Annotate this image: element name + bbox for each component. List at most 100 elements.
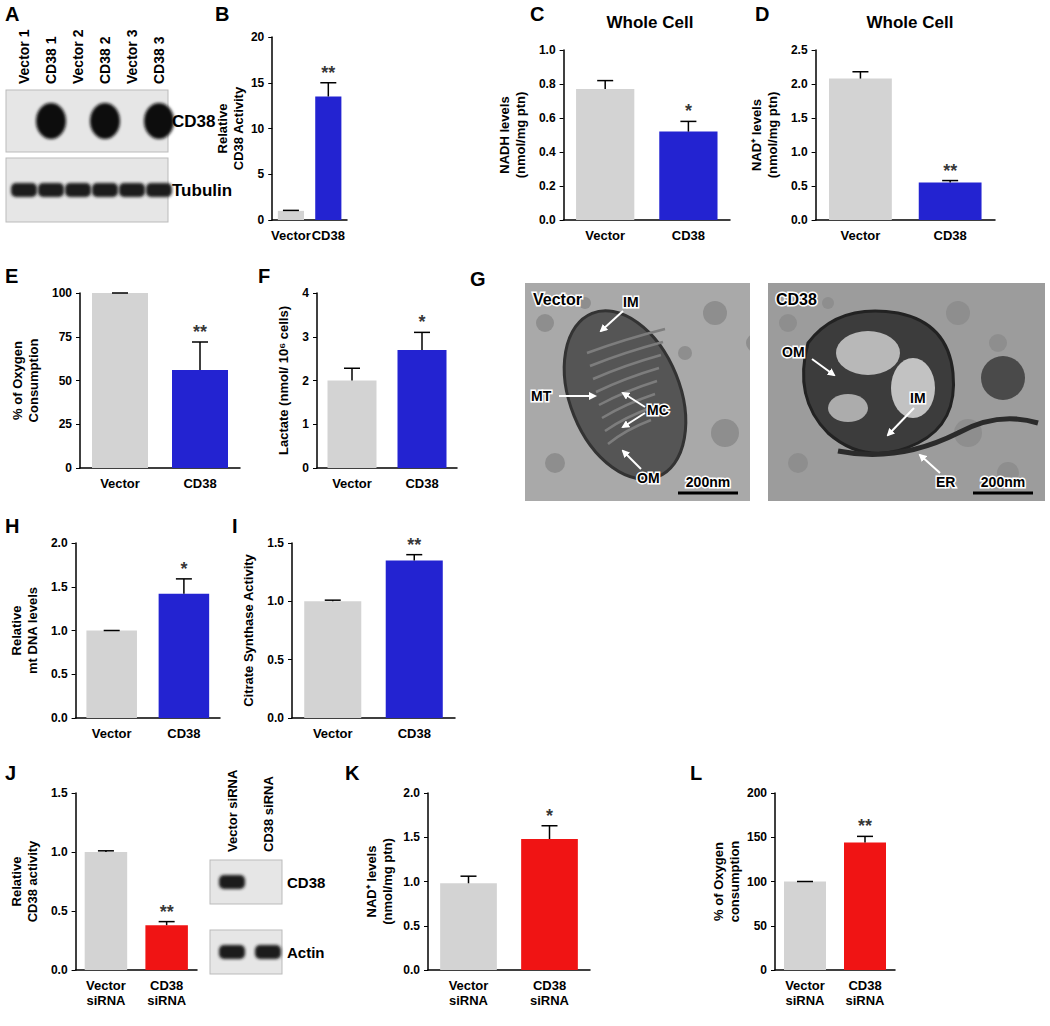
svg-text:Vector: Vector (841, 228, 881, 243)
svg-text:100: 100 (52, 286, 72, 300)
svg-text:Vector: Vector (785, 978, 825, 993)
svg-text:1.5: 1.5 (791, 111, 808, 125)
svg-text:OM: OM (782, 344, 805, 360)
svg-text:20: 20 (251, 30, 265, 44)
svg-text:siRNA: siRNA (785, 993, 825, 1008)
svg-text:Relative: Relative (9, 857, 24, 907)
svg-text:CD38 3: CD38 3 (151, 36, 167, 84)
svg-text:NAD⁺ levels: NAD⁺ levels (749, 99, 764, 171)
svg-text:3: 3 (302, 330, 309, 344)
svg-text:CD38: CD38 (405, 476, 438, 491)
svg-text:1.0: 1.0 (791, 145, 808, 159)
svg-text:CD38: CD38 (150, 978, 183, 993)
svg-text:2.0: 2.0 (51, 536, 68, 550)
svg-text:0.4: 0.4 (539, 145, 556, 159)
svg-text:2.0: 2.0 (791, 77, 808, 91)
svg-text:CD38 1: CD38 1 (43, 36, 59, 84)
svg-text:Vector 1: Vector 1 (16, 29, 32, 84)
svg-text:**: ** (193, 322, 207, 342)
svg-text:Vector: Vector (585, 228, 625, 243)
svg-text:1.5: 1.5 (51, 786, 68, 800)
svg-text:200nm: 200nm (981, 474, 1025, 490)
svg-text:*: * (418, 312, 425, 332)
svg-text:siRNA: siRNA (449, 993, 489, 1008)
svg-text:Whole Cell: Whole Cell (607, 13, 694, 32)
svg-text:CD38: CD38 (533, 978, 566, 993)
svg-text:consumption: consumption (727, 841, 742, 923)
svg-text:0: 0 (760, 963, 767, 977)
svg-text:1.0: 1.0 (267, 594, 284, 608)
svg-text:Citrate Synthase Activity: Citrate Synthase Activity (241, 553, 256, 706)
svg-text:Vector siRNA: Vector siRNA (225, 769, 240, 852)
svg-text:1.5: 1.5 (403, 830, 420, 844)
svg-text:150: 150 (747, 830, 767, 844)
svg-text:0.5: 0.5 (791, 179, 808, 193)
svg-text:10: 10 (251, 122, 265, 136)
svg-text:MC: MC (647, 402, 669, 418)
svg-text:**: ** (407, 535, 421, 555)
svg-text:0.5: 0.5 (403, 919, 420, 933)
svg-text:**: ** (858, 816, 872, 836)
svg-text:1: 1 (302, 417, 309, 431)
svg-text:OM: OM (637, 470, 660, 486)
svg-text:0.5: 0.5 (267, 653, 284, 667)
svg-text:25: 25 (59, 417, 73, 431)
svg-text:200: 200 (747, 786, 767, 800)
svg-text:0: 0 (258, 213, 265, 227)
svg-text:50: 50 (59, 374, 73, 388)
svg-text:0: 0 (65, 461, 72, 475)
svg-text:0.0: 0.0 (791, 213, 808, 227)
svg-text:Vector: Vector (332, 476, 372, 491)
svg-text:CD38: CD38 (172, 112, 215, 131)
svg-text:100: 100 (747, 875, 767, 889)
svg-text:Vector: Vector (271, 228, 311, 243)
svg-text:siRNA: siRNA (147, 993, 187, 1008)
svg-text:Lactate (nmol/ 10⁶ cells): Lactate (nmol/ 10⁶ cells) (276, 306, 291, 455)
svg-text:1.0: 1.0 (539, 43, 556, 57)
svg-text:Vector: Vector (533, 291, 582, 308)
svg-text:1.0: 1.0 (51, 845, 68, 859)
svg-text:2: 2 (302, 374, 309, 388)
svg-text:siRNA: siRNA (845, 993, 885, 1008)
svg-text:CD38 2: CD38 2 (97, 36, 113, 84)
svg-text:0.0: 0.0 (51, 963, 68, 977)
svg-text:0.0: 0.0 (403, 963, 420, 977)
svg-text:**: ** (160, 902, 174, 922)
svg-text:0: 0 (302, 461, 309, 475)
svg-text:0.8: 0.8 (539, 77, 556, 91)
svg-text:Vector 3: Vector 3 (124, 29, 140, 84)
svg-text:NADH levels: NADH levels (497, 96, 512, 173)
svg-text:Relative: Relative (9, 606, 24, 656)
svg-text:0.0: 0.0 (267, 711, 284, 725)
svg-text:0.0: 0.0 (51, 711, 68, 725)
svg-text:0.5: 0.5 (51, 667, 68, 681)
svg-text:*: * (180, 559, 187, 579)
svg-text:% of Oxygen: % of Oxygen (10, 341, 25, 420)
svg-text:50: 50 (754, 919, 768, 933)
svg-text:CD38: CD38 (312, 228, 345, 243)
svg-text:CD38: CD38 (848, 978, 881, 993)
svg-text:Actin: Actin (287, 944, 325, 961)
svg-text:200nm: 200nm (686, 474, 730, 490)
svg-text:IM: IM (623, 294, 639, 310)
svg-text:1.0: 1.0 (51, 624, 68, 638)
svg-text:Vector 2: Vector 2 (70, 29, 86, 84)
svg-text:75: 75 (59, 330, 73, 344)
svg-text:CD38: CD38 (398, 726, 431, 741)
svg-text:4: 4 (302, 286, 309, 300)
svg-text:(nmol/mg ptn): (nmol/mg ptn) (765, 92, 780, 179)
svg-text:Vector: Vector (449, 978, 489, 993)
svg-text:Relative: Relative (215, 104, 230, 154)
svg-text:0.2: 0.2 (539, 179, 556, 193)
svg-text:**: ** (943, 161, 957, 181)
svg-text:Vector: Vector (100, 476, 140, 491)
svg-text:siRNA: siRNA (86, 993, 126, 1008)
svg-text:1.0: 1.0 (403, 875, 420, 889)
svg-text:CD38 siRNA: CD38 siRNA (261, 776, 276, 852)
svg-text:Consumption: Consumption (26, 339, 41, 423)
svg-text:**: ** (321, 63, 335, 83)
svg-text:0.6: 0.6 (539, 111, 556, 125)
svg-text:NAD⁺ levels: NAD⁺ levels (364, 846, 379, 918)
svg-text:0.0: 0.0 (539, 213, 556, 227)
svg-text:CD38: CD38 (287, 874, 325, 891)
